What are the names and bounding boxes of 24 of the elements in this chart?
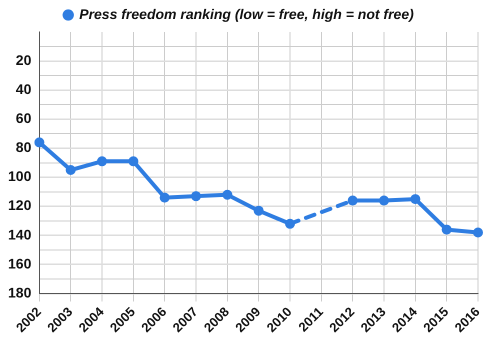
y-tick-label: 160 (8, 255, 32, 272)
point (254, 206, 264, 216)
y-tick-label: 80 (16, 139, 32, 156)
point (379, 196, 390, 206)
point (222, 190, 232, 200)
point (442, 224, 452, 235)
point (473, 228, 483, 238)
y-tick-label: 20 (16, 52, 32, 68)
point (34, 137, 44, 148)
point (66, 165, 76, 176)
y-tick-label: 100 (8, 168, 32, 184)
y-tick-label: 180 (8, 284, 32, 300)
point (97, 156, 108, 166)
point (348, 196, 358, 206)
y-tick-label: 40 (16, 80, 32, 97)
legend-label: Press freedom ranking (low = free, high = not free) (79, 6, 414, 22)
y-tick-label: 60 (16, 110, 32, 126)
y-tick-label: 140 (8, 226, 32, 242)
point (410, 194, 420, 204)
y-tick-label: 120 (8, 197, 32, 214)
point (160, 192, 170, 203)
point (285, 218, 296, 229)
point (128, 156, 138, 166)
point (191, 191, 202, 202)
